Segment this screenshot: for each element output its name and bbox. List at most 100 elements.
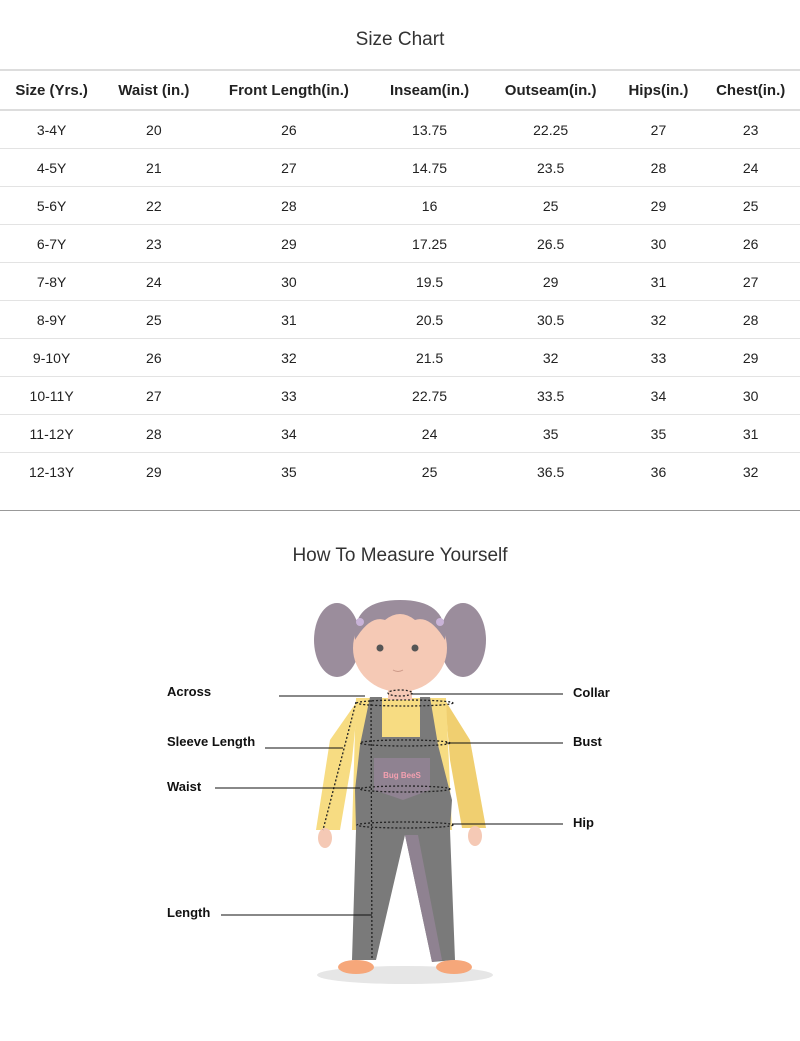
label-length: Length — [167, 905, 211, 920]
table-cell: 23 — [701, 110, 800, 149]
label-hip: Hip — [573, 815, 594, 830]
table-cell: 22.25 — [485, 110, 616, 149]
table-cell: 23.5 — [485, 148, 616, 187]
table-cell: 7-8Y — [0, 262, 104, 301]
table-cell: 16 — [373, 186, 486, 225]
table-cell: 8-9Y — [0, 300, 104, 339]
table-cell: 31 — [615, 262, 702, 301]
table-cell: 34 — [204, 414, 374, 453]
table-cell: 25 — [103, 300, 205, 339]
table-cell: 28 — [103, 414, 205, 453]
table-cell: 29 — [615, 186, 702, 225]
table-cell: 26 — [701, 224, 800, 263]
table-cell: 35 — [485, 414, 616, 453]
label-sleeve-length: Sleeve Length — [167, 734, 256, 749]
table-cell: 24 — [103, 262, 205, 301]
column-header: Size (Yrs.) — [0, 69, 104, 111]
table-cell: 21.5 — [373, 338, 486, 377]
right-sleeve — [445, 700, 486, 828]
label-across: Across — [167, 684, 212, 699]
table-cell: 31 — [701, 414, 800, 453]
table-cell: 4-5Y — [0, 148, 104, 187]
table-cell: 22 — [103, 186, 205, 225]
size-chart-table: Size (Yrs.) Waist (in.) Front Length(in.) I… — [0, 69, 800, 490]
table-cell: 28 — [204, 186, 374, 225]
table-cell: 29 — [204, 224, 374, 263]
column-header: Outseam(in.) — [485, 69, 616, 111]
table-cell: 28 — [615, 148, 702, 187]
table-cell: 28 — [701, 300, 800, 339]
table-cell: 14.75 — [373, 148, 486, 187]
table-cell: 20 — [103, 110, 205, 149]
table-cell: 27 — [615, 110, 702, 149]
table-cell: 30 — [204, 262, 374, 301]
table-cell: 35 — [615, 414, 702, 453]
table-cell: 24 — [701, 148, 800, 187]
table-cell: 25 — [485, 186, 616, 225]
table-cell: 33.5 — [485, 376, 616, 415]
table-row: 12-13Y 29 35 25 36.5 36 32 — [0, 453, 800, 491]
table-row: 9-10Y 26 32 21.5 32 33 29 — [0, 338, 800, 377]
table-cell: 29 — [146, 463, 162, 480]
table-cell: 30.5 — [485, 300, 616, 339]
left-pigtail — [314, 603, 360, 677]
table-row: 8-9Y 25 31 20.5 30.5 32 28 — [0, 300, 800, 339]
table-cell: 24 — [373, 414, 486, 453]
column-header: Chest(in.) — [701, 69, 800, 111]
table-cell: 27 — [103, 376, 205, 415]
table-cell: 33 — [615, 338, 702, 377]
table-cell: 10-11Y — [0, 376, 104, 415]
table-cell: 22.75 — [373, 376, 486, 415]
table-cell: 32 — [204, 338, 374, 377]
table-cell: 30 — [701, 376, 800, 415]
table-cell: 3-4Y — [0, 110, 104, 149]
column-header: Waist (in.) — [103, 69, 205, 111]
section-divider — [0, 510, 800, 511]
table-cell: 26 — [103, 338, 205, 377]
table-cell: 34 — [615, 376, 702, 415]
table-cell: 36 — [650, 463, 667, 480]
label-bust: Bust — [573, 734, 602, 749]
column-header: Front Length(in.) — [204, 69, 374, 111]
table-cell: 5-6Y — [0, 186, 104, 225]
table-cell: 32 — [485, 338, 616, 377]
table-row: 4-5Y 21 27 14.75 23.5 28 24 — [0, 148, 800, 187]
table-cell: 13.75 — [373, 110, 486, 149]
table-row: 10-11Y 27 33 22.75 33.5 34 30 — [0, 376, 800, 415]
table-row: 11-12Y 28 34 24 35 35 31 — [0, 414, 800, 453]
table-cell: 32 — [615, 300, 702, 339]
label-leaders — [215, 693, 563, 916]
table-row: 3-4Y 20 26 13.75 22.25 27 23 — [0, 110, 800, 149]
table-header: Size (Yrs.) Waist (in.) Front Length(in.) I… — [0, 69, 800, 111]
table-cell: 36.5 — [537, 463, 565, 480]
table-row: 5-6Y 22 28 16 25 29 25 — [0, 186, 800, 225]
table-cell: 32 — [742, 463, 759, 480]
table-cell: 21 — [103, 148, 205, 187]
label-collar: Collar — [573, 685, 610, 700]
table-cell: 25 — [701, 186, 800, 225]
label-waist: Waist — [167, 779, 202, 794]
table-cell: 6-7Y — [0, 224, 104, 263]
table-cell: 25 — [421, 463, 438, 480]
table-cell: 23 — [103, 224, 205, 263]
column-header: Hips(in.) — [615, 69, 702, 111]
table-cell: 29 — [701, 338, 800, 377]
table-cell: 26 — [204, 110, 374, 149]
measure-title: How To Measure Yourself — [292, 545, 508, 566]
table-cell: 31 — [204, 300, 374, 339]
face — [353, 604, 447, 692]
left-sleeve — [316, 700, 358, 830]
pocket-logo: Bug BeeS — [383, 771, 421, 780]
table-cell: 12-13Y — [29, 463, 75, 480]
table-row: 7-8Y 24 30 19.5 29 31 27 — [0, 262, 800, 301]
bib-pocket — [374, 758, 430, 800]
table-cell: 27 — [701, 262, 800, 301]
table-cell: 11-12Y — [0, 414, 104, 453]
table-row: 6-7Y 23 29 17.25 26.5 30 26 — [0, 224, 800, 263]
table-cell: 17.25 — [373, 224, 486, 263]
size-chart-title: Size Chart — [355, 29, 445, 50]
column-header: Inseam(in.) — [373, 69, 486, 111]
table-cell: 27 — [204, 148, 374, 187]
